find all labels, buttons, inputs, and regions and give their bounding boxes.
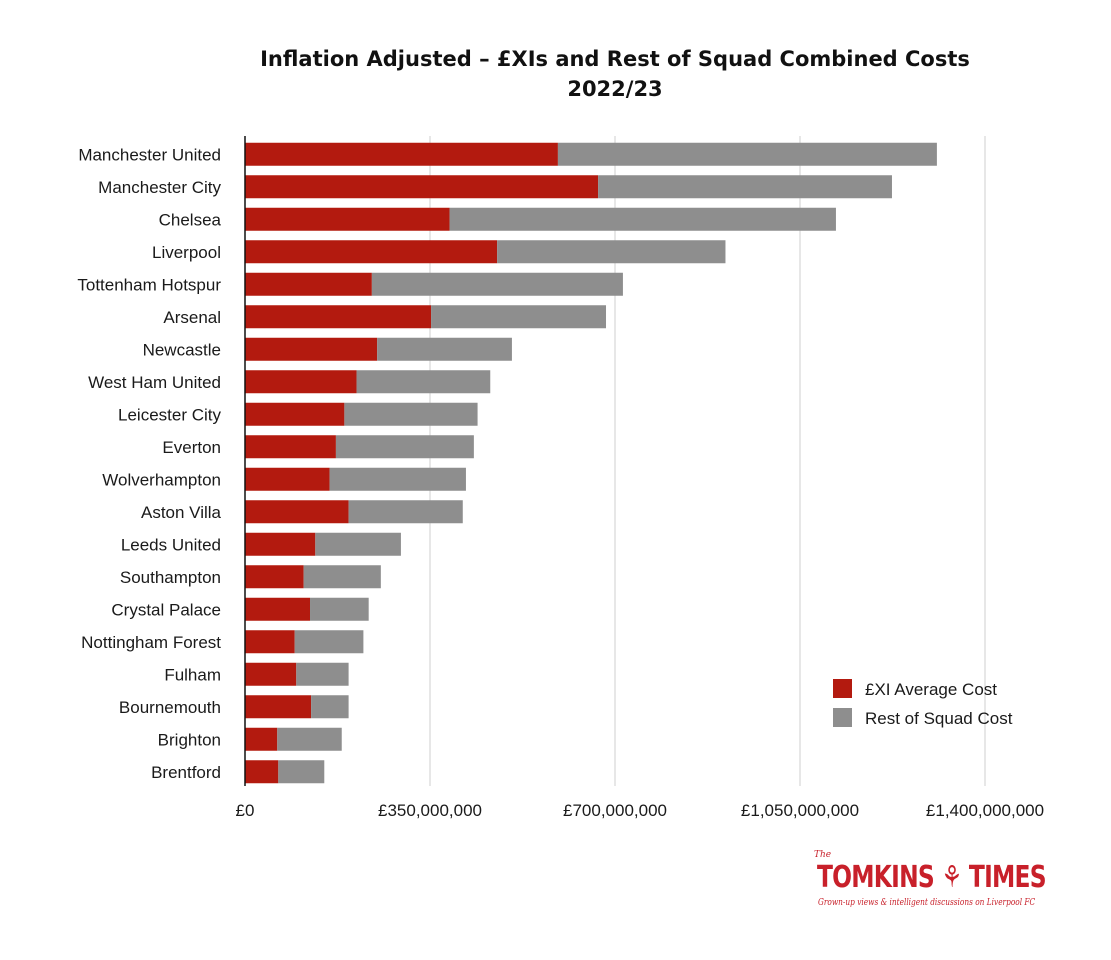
x-tick-label: £0 [236,801,255,820]
legend: £XI Average Cost Rest of Squad Cost [833,679,1013,728]
category-label: Aston Villa [141,503,222,522]
category-label: Southampton [120,568,221,587]
bar-xi-cost [245,727,278,751]
bar-xi-cost [245,142,558,166]
bar-xi-cost [245,467,330,491]
category-label: Newcastle [143,340,221,359]
bar-rest-of-squad-cost [497,240,726,264]
bar-xi-cost [245,240,498,264]
bar-rest-of-squad-cost [278,760,325,784]
bar-rest-of-squad-cost [431,305,607,329]
bar-xi-cost [245,662,297,686]
bar-rest-of-squad-cost [348,500,463,524]
bar-rest-of-squad-cost [315,532,401,556]
category-label: Brighton [158,730,221,749]
category-label: Everton [162,438,221,457]
category-label: Wolverhampton [102,470,221,489]
bar-rest-of-squad-cost [344,402,478,426]
x-tick-label: £1,050,000,000 [741,801,859,820]
legend-swatch [833,679,852,698]
x-tick-label: £350,000,000 [378,801,482,820]
bars [245,142,937,784]
bar-rest-of-squad-cost [277,727,342,751]
legend-label: £XI Average Cost [865,680,997,699]
bar-rest-of-squad-cost [371,272,623,296]
bar-xi-cost [245,435,336,459]
bar-xi-cost [245,532,316,556]
legend-label: Rest of Squad Cost [865,709,1013,728]
category-label: Leicester City [118,405,221,424]
category-label: Nottingham Forest [81,633,221,652]
logo-tagline: Grown-up views & intelligent discussions… [818,898,1036,908]
category-labels: Manchester United Manchester City Chelsea L… [77,145,221,782]
category-label: Leeds United [121,535,221,554]
x-tick-labels: £0 £350,000,000 £700,000,000 £1,050,000,000… [236,801,1045,820]
x-tick-label: £1,400,000,000 [926,801,1044,820]
chart-title-main: Inflation Adjusted – £XIs and Rest of Sq… [260,47,970,71]
category-label: Chelsea [159,210,222,229]
bar-rest-of-squad-cost [329,467,466,491]
bar-xi-cost [245,337,378,361]
bar-xi-cost [245,305,432,329]
category-label: Manchester City [98,178,221,197]
bar-rest-of-squad-cost [356,370,491,394]
bar-rest-of-squad-cost [598,175,892,199]
bar-rest-of-squad-cost [311,695,349,719]
legend-swatch [833,708,852,727]
bar-xi-cost [245,760,279,784]
category-label: Bournemouth [119,698,221,717]
logo-wordmark: TOMKINS ⚘ TIMES [817,860,1047,895]
bar-xi-cost [245,630,295,654]
bar-rest-of-squad-cost [310,597,369,621]
bar-xi-cost [245,597,311,621]
category-label: Manchester United [78,145,221,164]
category-label: Arsenal [163,308,221,327]
category-label: West Ham United [88,373,221,392]
logo-prefix: The [814,850,832,860]
bar-xi-cost [245,500,349,524]
bar-xi-cost [245,272,372,296]
tomkins-times-logo: The TOMKINS ⚘ TIMES Grown-up views & int… [812,850,1047,914]
x-tick-label: £700,000,000 [563,801,667,820]
bar-rest-of-squad-cost [294,630,364,654]
bar-rest-of-squad-cost [296,662,349,686]
category-label: Brentford [151,763,221,782]
bar-xi-cost [245,695,312,719]
bar-rest-of-squad-cost [303,565,381,589]
chart-subtitle: 2022/23 [567,77,663,101]
bar-xi-cost [245,565,304,589]
bar-rest-of-squad-cost [377,337,512,361]
bar-xi-cost [245,370,357,394]
category-label: Fulham [164,665,221,684]
chart-title: Inflation Adjusted – £XIs and Rest of Sq… [0,44,1111,104]
bar-rest-of-squad-cost [335,435,474,459]
bar-rest-of-squad-cost [557,142,937,166]
bar-xi-cost [245,207,450,231]
category-label: Tottenham Hotspur [77,275,221,294]
category-label: Crystal Palace [111,600,221,619]
bar-rest-of-squad-cost [449,207,836,231]
category-label: Liverpool [152,243,221,262]
bar-xi-cost [245,175,599,199]
bar-xi-cost [245,402,345,426]
